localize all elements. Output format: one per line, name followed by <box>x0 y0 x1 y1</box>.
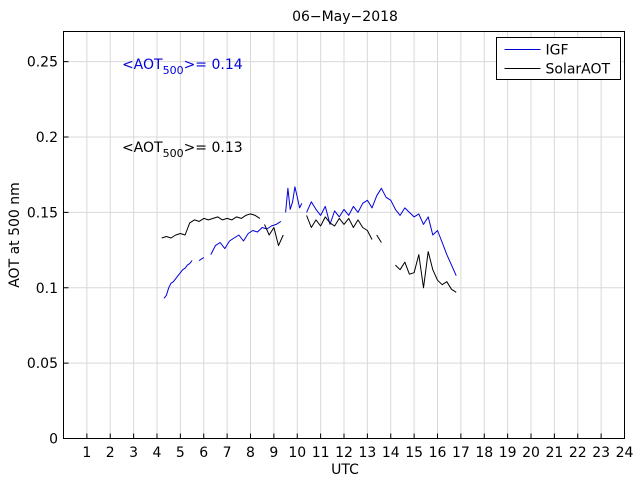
x-tick-label: 12 <box>335 445 353 461</box>
series-igf <box>163 186 457 299</box>
series-layer <box>161 186 457 299</box>
x-tick-label: 4 <box>153 445 162 461</box>
series-line-segment <box>161 213 261 239</box>
series-line-segment <box>306 215 373 240</box>
y-axis-label: AOT at 500 nm <box>7 182 23 288</box>
x-tick-label: 13 <box>358 445 376 461</box>
legend-label: SolarAOT <box>546 62 611 78</box>
series-line-segment <box>163 260 193 299</box>
ticks: 1 2 3 4 5 6 7 8 9 10 11 12 13 14 15 16 17 18 19 20 21 22 23 240… <box>27 55 634 461</box>
legend-label: IGF <box>546 43 569 59</box>
series-line-segment <box>285 186 303 213</box>
x-tick-label: 14 <box>382 445 400 461</box>
x-tick-label: 18 <box>475 445 493 461</box>
x-tick-label: 23 <box>592 445 610 461</box>
y-tick-label: 0.1 <box>36 281 58 297</box>
legend-box <box>496 37 621 80</box>
annotation-prefix: <AOT <box>122 140 163 156</box>
legend: IGF SolarAOT <box>496 37 621 80</box>
series-line-segment <box>210 220 282 255</box>
mean-aot-annotation: <AOT500>= 0.14 <box>122 57 243 77</box>
x-tick-label: 11 <box>312 445 330 461</box>
series-solaraot <box>161 213 457 293</box>
x-tick-label: 17 <box>452 445 470 461</box>
x-tick-label: 8 <box>246 445 255 461</box>
x-tick-label: 15 <box>405 445 423 461</box>
x-tick-label: 2 <box>106 445 115 461</box>
x-tick-label: 24 <box>616 445 634 461</box>
x-tick-label: 1 <box>82 445 91 461</box>
x-tick-label: 22 <box>569 445 587 461</box>
x-tick-label: 7 <box>223 445 232 461</box>
series-line-segment <box>198 257 205 262</box>
x-tick-label: 19 <box>499 445 517 461</box>
annotations: <AOT500>= 0.14<AOT500>= 0.13 <box>122 57 243 160</box>
x-tick-label: 6 <box>199 445 208 461</box>
chart-title: 06−May−2018 <box>292 9 398 25</box>
x-tick-label: 5 <box>176 445 185 461</box>
annotation-suffix: >= 0.14 <box>184 57 243 73</box>
annotation-subscript: 500 <box>163 64 184 77</box>
annotation-suffix: >= 0.13 <box>184 140 243 156</box>
series-line-segment <box>264 224 284 247</box>
annotation-subscript: 500 <box>163 147 184 160</box>
x-tick-label: 21 <box>545 445 563 461</box>
annotation-prefix: <AOT <box>122 57 163 73</box>
y-tick-label: 0.25 <box>27 55 58 71</box>
series-line-segment <box>306 187 457 276</box>
series-line-segment <box>376 234 382 243</box>
y-tick-label: 0.05 <box>27 356 58 372</box>
x-tick-label: 16 <box>429 445 447 461</box>
x-tick-label: 3 <box>129 445 138 461</box>
x-tick-label: 9 <box>269 445 278 461</box>
y-tick-label: 0 <box>49 432 58 448</box>
x-tick-label: 20 <box>522 445 540 461</box>
y-tick-label: 0.2 <box>36 130 58 146</box>
series-line-segment <box>395 251 457 293</box>
x-axis-label: UTC <box>331 462 359 478</box>
y-tick-label: 0.15 <box>27 205 58 221</box>
x-tick-label: 10 <box>288 445 306 461</box>
mean-aot-annotation: <AOT500>= 0.13 <box>122 140 243 160</box>
grid <box>63 31 625 439</box>
